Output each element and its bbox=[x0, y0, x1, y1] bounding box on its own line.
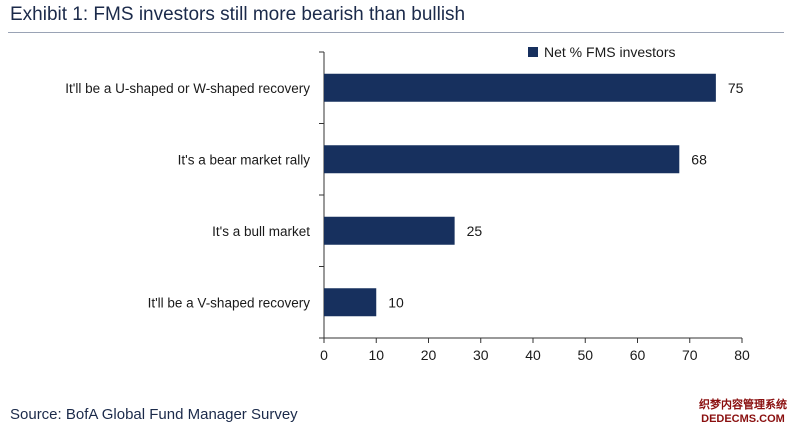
category-label: It'll be a V-shaped recovery bbox=[148, 295, 311, 310]
x-tick-label: 60 bbox=[630, 347, 646, 363]
x-tick-label: 0 bbox=[320, 347, 328, 363]
chart-legend: Net % FMS investors bbox=[528, 44, 675, 60]
watermark-line-2: DEDECMS.COM bbox=[701, 413, 785, 425]
value-label: 25 bbox=[467, 223, 483, 239]
chart-bars bbox=[324, 73, 716, 317]
source-note: Source: BofA Global Fund Manager Survey bbox=[10, 406, 298, 423]
value-label: 10 bbox=[388, 294, 404, 310]
x-tick-label: 10 bbox=[368, 347, 384, 363]
watermark-line-1: 织梦内容管理系统 bbox=[699, 399, 787, 411]
x-tick-label: 70 bbox=[682, 347, 698, 363]
chart-title: Exhibit 1: FMS investors still more bear… bbox=[10, 4, 466, 25]
x-tick-label: 80 bbox=[734, 347, 750, 363]
x-tick-label: 20 bbox=[421, 347, 437, 363]
bar bbox=[324, 73, 716, 102]
x-tick-label: 30 bbox=[473, 347, 489, 363]
legend-label: Net % FMS investors bbox=[544, 44, 675, 60]
watermark: 织梦内容管理系统 DEDECMS.COM bbox=[690, 398, 796, 426]
x-tick-label: 50 bbox=[577, 347, 593, 363]
bar bbox=[324, 288, 377, 317]
bar bbox=[324, 216, 455, 245]
title-divider bbox=[8, 32, 784, 33]
legend-swatch bbox=[528, 47, 538, 57]
category-label: It's a bear market rally bbox=[178, 152, 311, 167]
bar bbox=[324, 145, 680, 174]
chart-labels: 0 10 20 30 40 50 60 70 80 It'll be a U-shaped or … bbox=[65, 80, 750, 363]
x-tick-label: 40 bbox=[525, 347, 541, 363]
value-label: 68 bbox=[691, 151, 707, 167]
category-label: It's a bull market bbox=[212, 224, 310, 239]
value-label: 75 bbox=[728, 80, 744, 96]
category-label: It'll be a U-shaped or W-shaped recovery bbox=[65, 81, 310, 96]
